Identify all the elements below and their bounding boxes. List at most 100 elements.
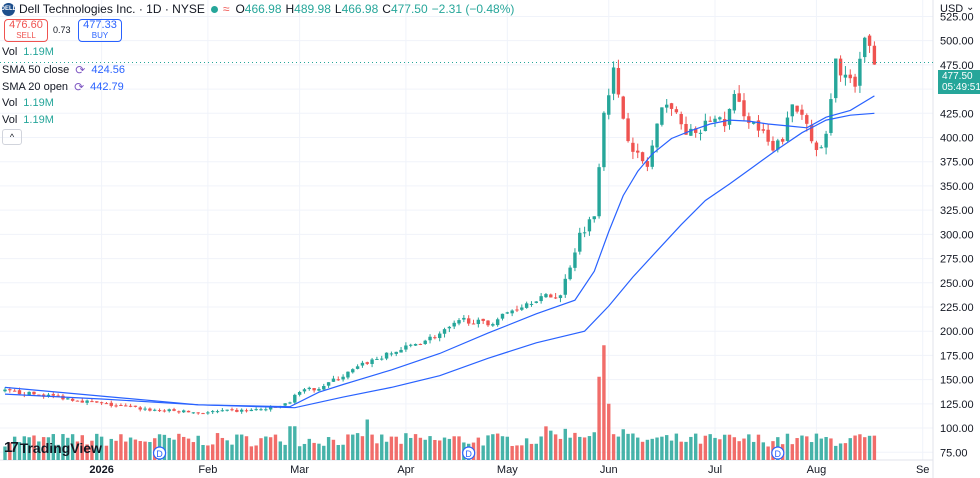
volume-bar <box>37 441 41 460</box>
candle-body <box>8 389 12 391</box>
volume-bar <box>481 445 485 460</box>
volume-bar <box>751 441 756 460</box>
volume-bar <box>278 441 283 460</box>
collapse-legend-button[interactable]: ^ <box>2 129 22 145</box>
volume-bar <box>505 436 510 460</box>
candle-body <box>90 401 94 403</box>
volume-bar <box>669 440 674 460</box>
candle-body <box>3 389 7 392</box>
candle-body <box>582 232 587 234</box>
candle-body <box>312 388 316 391</box>
volume-bar <box>75 441 80 460</box>
y-tick-label: 350.00 <box>940 181 974 193</box>
candle-body <box>785 117 790 141</box>
volume-bar <box>549 430 553 460</box>
volume-bar <box>872 435 877 460</box>
volume-bar <box>22 436 27 460</box>
y-tick-label: 475.00 <box>940 60 974 72</box>
candle-body <box>119 405 123 407</box>
candle-body <box>70 398 75 401</box>
volume-bar <box>621 429 625 460</box>
candle-body <box>834 58 838 99</box>
chevron-down-icon[interactable]: ⌄ <box>966 2 975 13</box>
y-tick-label: 225.00 <box>940 302 974 314</box>
candle-body <box>848 74 852 79</box>
volume-bar <box>268 437 273 460</box>
currency-selector[interactable]: USD <box>940 3 964 15</box>
high-label: H <box>285 2 295 16</box>
indicator-vol-3[interactable]: Vol 1.19M <box>2 114 54 126</box>
volume-bar <box>476 437 481 460</box>
sell-button[interactable]: 476.60 SELL <box>4 19 48 42</box>
candle-body <box>51 394 55 396</box>
candle-body <box>46 394 51 397</box>
indicator-name: Vol <box>2 114 18 126</box>
indicator-vol-1[interactable]: Vol 1.19M <box>2 46 54 58</box>
candle-body <box>563 278 567 295</box>
volume-bar <box>423 439 427 460</box>
candle-body <box>293 394 297 403</box>
volume-bar <box>727 434 732 460</box>
candle-body <box>805 115 809 124</box>
sma20-line <box>4 95 875 408</box>
candle-body <box>346 371 350 378</box>
symbol-title[interactable]: Dell Technologies Inc. · 1D · NYSE <box>19 2 205 16</box>
volume-bar <box>196 435 200 460</box>
y-tick-label: 125.00 <box>940 399 974 411</box>
y-tick-label: 250.00 <box>940 278 974 290</box>
volume-bar <box>785 433 790 460</box>
dividend-marker <box>771 446 785 460</box>
indicator-sma50[interactable]: SMA 50 close ⟳ 424.56 <box>2 63 125 77</box>
volume-bar <box>61 434 65 460</box>
volume-bar <box>3 446 7 460</box>
change-value: −2.31 (−0.48%) <box>431 2 515 16</box>
candle-body <box>399 349 403 353</box>
chevron-up-icon: ^ <box>9 132 15 142</box>
candle-body <box>143 408 147 410</box>
candle-body <box>544 294 548 298</box>
candle-body <box>317 388 321 391</box>
x-tick-label: Se <box>916 464 929 476</box>
volume-bar <box>12 436 17 460</box>
spread-value: 0.73 <box>53 25 71 35</box>
volume-bar <box>85 444 89 460</box>
volume-bar <box>524 438 529 460</box>
candle-body <box>370 359 374 364</box>
volume-bar <box>573 432 577 460</box>
volume-bar <box>191 442 196 460</box>
candle-body <box>611 67 616 94</box>
y-tick-label: 325.00 <box>940 205 974 217</box>
candle-body <box>872 45 877 65</box>
candle-body <box>196 412 200 414</box>
volume-bar <box>428 436 432 460</box>
volume-bar <box>288 426 292 460</box>
indicator-sma20[interactable]: SMA 20 open ⟳ 442.79 <box>2 80 124 94</box>
x-tick-label: Apr <box>397 464 414 476</box>
candle-body <box>693 128 698 133</box>
tradingview-logo[interactable]: 17 TradingView <box>4 439 102 456</box>
volume-bar <box>264 436 268 460</box>
candle-body <box>365 362 369 364</box>
volume-bar <box>578 436 582 460</box>
candle-body <box>259 409 263 411</box>
indicator-vol-2[interactable]: Vol 1.19M <box>2 97 54 109</box>
volume-bar <box>297 446 302 460</box>
volume-bar <box>607 403 611 460</box>
candle-body <box>558 295 563 299</box>
volume-bar <box>312 442 316 460</box>
volume-bar <box>341 444 345 460</box>
volume-bar <box>254 445 258 460</box>
candle-body <box>500 313 505 319</box>
volume-bar <box>520 445 524 460</box>
candle-body <box>684 123 688 135</box>
volume-bar <box>370 434 374 460</box>
volume-bar <box>597 376 601 460</box>
buy-button[interactable]: 477.33 BUY <box>78 19 122 42</box>
candle-body <box>384 352 389 359</box>
volume-bar <box>838 443 843 460</box>
x-tick-label: Mar <box>290 464 309 476</box>
volume-bar <box>375 443 379 460</box>
candle-body <box>655 123 659 148</box>
volume-bar <box>563 428 567 460</box>
